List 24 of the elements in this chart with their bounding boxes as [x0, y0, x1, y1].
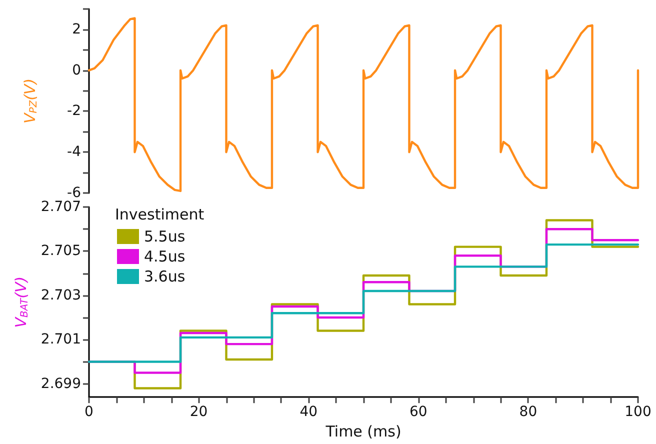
x-tick-label: 20 — [190, 404, 208, 420]
y-axis-title: VBAT(V) — [12, 276, 31, 328]
legend-label: 3.6us — [144, 268, 186, 286]
x-tick-label: 60 — [409, 404, 428, 420]
y-tick-label: 2.707 — [40, 199, 81, 215]
y-tick-label: 2 — [72, 21, 81, 38]
y-tick-label: 2.703 — [40, 287, 81, 304]
y-tick-label: 2.701 — [40, 332, 81, 348]
y-tick-label: 0 — [72, 62, 81, 78]
x-tick-label: 40 — [300, 404, 318, 420]
y-axis-title: VPZ(V) — [21, 78, 40, 124]
legend-label: 5.5us — [144, 228, 186, 246]
x-tick-label: 80 — [519, 404, 538, 420]
y-tick-label: -4 — [67, 144, 82, 160]
x-axis-title: Time (ms) — [324, 422, 402, 440]
y-tick-label: 2.705 — [40, 243, 81, 260]
x-tick-label: 100 — [624, 404, 652, 420]
x-tick-label: 0 — [84, 404, 94, 420]
legend-label: 4.5us — [144, 248, 186, 266]
line-series — [88, 17, 640, 192]
y-tick-label: 2.699 — [40, 376, 81, 392]
y-tick-label: -6 — [67, 185, 82, 201]
legend-title: Investiment — [115, 206, 204, 224]
y-tick-label: -2 — [67, 103, 81, 120]
